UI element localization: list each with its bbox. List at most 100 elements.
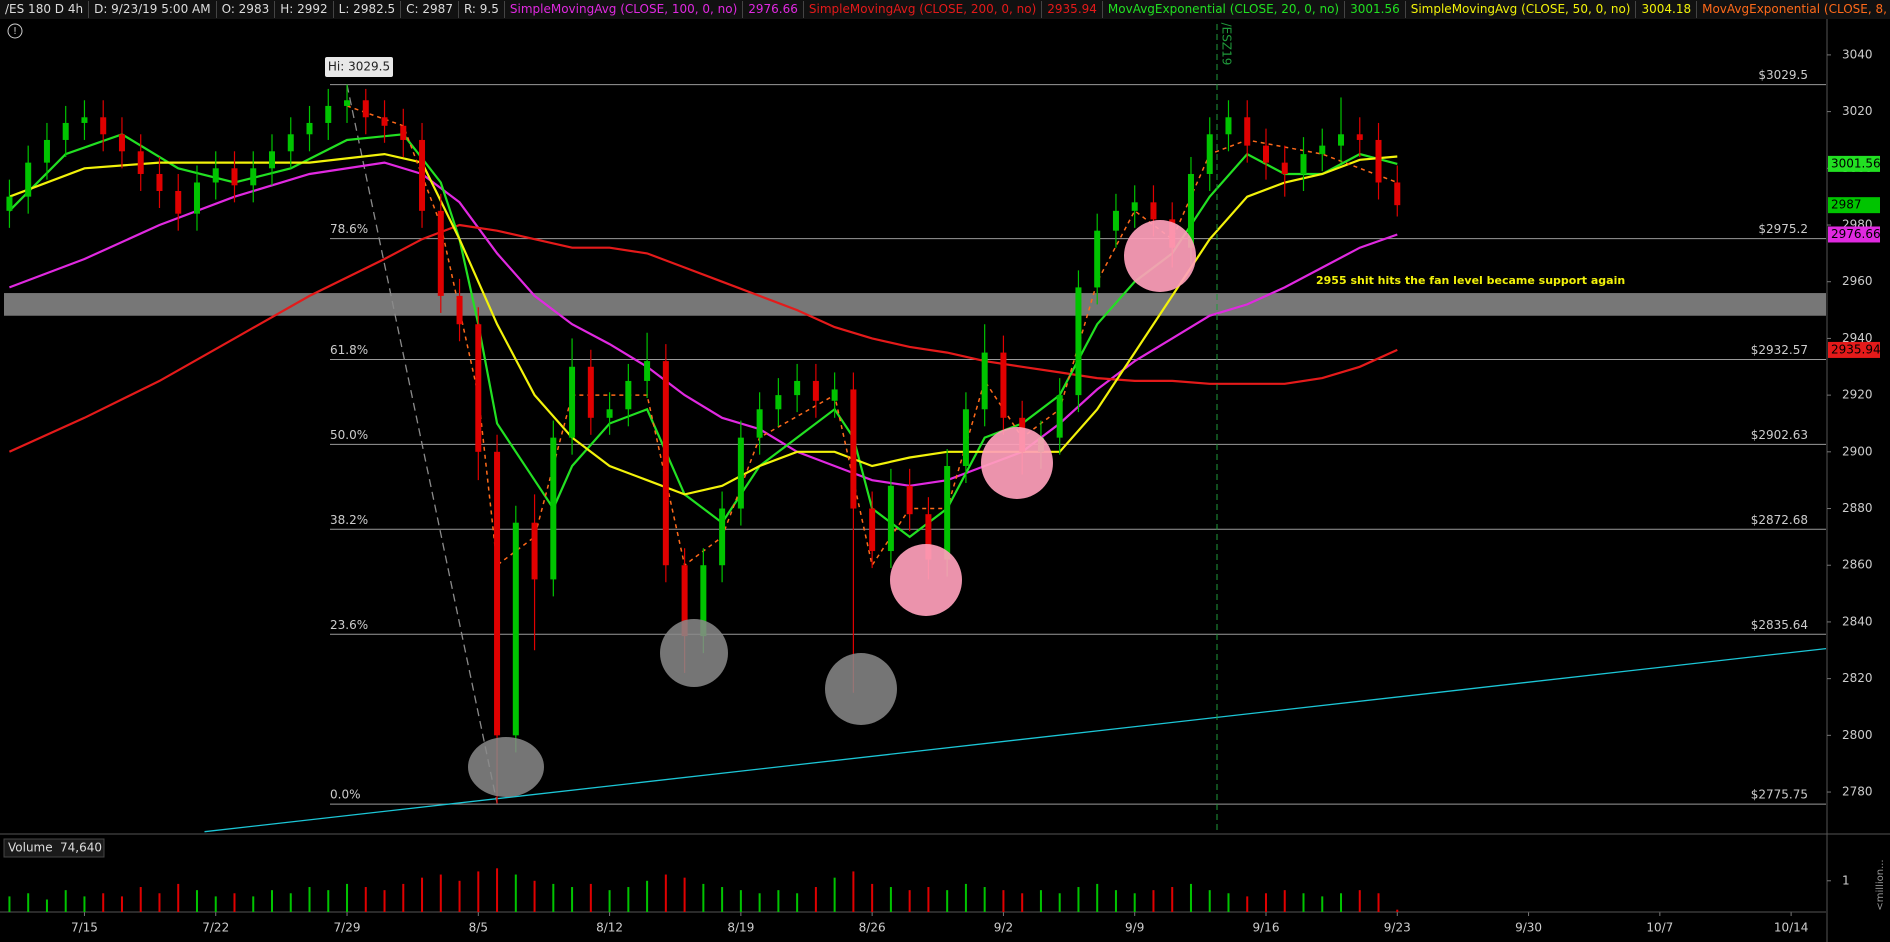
highlight-circle [890, 544, 962, 616]
volume-bar [1377, 893, 1380, 912]
candle-body [269, 151, 276, 169]
volume-bar [1058, 893, 1061, 912]
volume-bar [552, 883, 555, 912]
fib-pct: 38.2% [330, 513, 368, 527]
volume-bar [308, 887, 311, 912]
volume-bar [195, 890, 198, 912]
candle-body [625, 380, 632, 410]
candle-body [587, 366, 594, 418]
volume-bar [1002, 890, 1005, 912]
x-tick-label: 7/15 [71, 921, 98, 935]
candle-body [1300, 154, 1307, 174]
highlight-circle [825, 653, 897, 725]
study-name: SimpleMovingAvg (CLOSE, 50, 0, no) [1406, 1, 1637, 18]
volume-bar [964, 883, 967, 912]
volume-bar [1039, 890, 1042, 912]
candle-body [6, 196, 13, 211]
volume-bar [796, 893, 799, 912]
info-icon[interactable] [7, 23, 23, 39]
volume-bar [1264, 893, 1267, 912]
volume-bar [102, 893, 105, 912]
y-tick-label: 3020 [1842, 104, 1873, 118]
volume-bar [1077, 887, 1080, 912]
volume-bar [252, 896, 255, 912]
candle-body [193, 182, 200, 214]
chart: $3029.5 $2975.2 78.6% $2932.57 61.8% $2902.63… [0, 19, 1890, 942]
volume-bar [1096, 883, 1099, 912]
bar-open: O: 2983 [217, 1, 276, 18]
volume-bar [889, 887, 892, 912]
x-tick-label: 8/26 [859, 921, 886, 935]
volume-bar [1283, 890, 1286, 912]
highlight-circle [1124, 220, 1196, 292]
x-tick-label: 8/5 [469, 921, 488, 935]
x-tick-label: 8/12 [596, 921, 623, 935]
candle-body [681, 565, 688, 637]
bar-date: D: 9/23/19 5:00 AM [89, 1, 217, 18]
y-tick-label: 2780 [1842, 785, 1873, 799]
candle-body [306, 122, 313, 135]
study-value: 3004.18 [1636, 1, 1698, 18]
study-line [9, 152, 1398, 496]
fib-pct: 50.0% [330, 428, 368, 442]
x-tick-label: 9/16 [1253, 921, 1280, 935]
volume-bar [739, 890, 742, 912]
candle-body [344, 100, 351, 106]
volume-bar [983, 887, 986, 912]
volume-bar [27, 893, 30, 912]
volume-label-box [3, 838, 105, 858]
volume-bar [627, 887, 630, 912]
candle-body [362, 100, 369, 118]
x-tick-label: 10/7 [1646, 921, 1673, 935]
candle-body [719, 508, 726, 566]
candle-body [1356, 134, 1363, 140]
volume-bar [946, 890, 949, 912]
trendline [346, 84, 498, 804]
price-badge [1828, 341, 1880, 358]
price-badge [1828, 226, 1880, 243]
volume-bar [1189, 883, 1192, 912]
volume-bar [571, 887, 574, 912]
bar-low: L: 2982.5 [334, 1, 402, 18]
volume-bar [852, 871, 855, 912]
study-name: SimpleMovingAvg (CLOSE, 200, 0, no) [804, 1, 1043, 18]
expiry-label: /ESZ19 [1220, 23, 1234, 66]
y-tick-label: 2840 [1842, 614, 1873, 628]
volume-bar [1171, 887, 1174, 912]
candle-body [869, 508, 876, 552]
volume-bar [683, 877, 686, 912]
highlight-circle [468, 737, 544, 797]
volume-bar [289, 893, 292, 912]
candle-body [325, 105, 332, 123]
volume-bar [814, 887, 817, 912]
header-bar: /ES 180 D 4h D: 9/23/19 5:00 AM O: 2983 … [0, 0, 1890, 19]
hi-label: Hi: 3029.5 [328, 60, 390, 74]
bar-high: H: 2992 [275, 1, 334, 18]
candle-body [1150, 202, 1157, 220]
volume-bar [908, 890, 911, 912]
volume-bar [233, 893, 236, 912]
y-tick-label: 2860 [1842, 558, 1873, 572]
candle-body [1094, 230, 1101, 288]
candle-body [812, 380, 819, 401]
volume-bar [271, 890, 274, 912]
volume-bar [346, 883, 349, 912]
trendline [204, 647, 1827, 833]
support-zone [4, 293, 1826, 316]
volume-bar [758, 893, 761, 912]
volume-bar [496, 868, 499, 912]
volume-unit: <million... [1875, 859, 1886, 910]
fib-price: $2932.57 [1751, 343, 1808, 357]
candle-body [494, 451, 501, 736]
plot: $3029.5 $2975.2 78.6% $2932.57 61.8% $2902.63… [0, 19, 1890, 942]
candle-body [1225, 117, 1232, 135]
symbol[interactable]: /ES 180 D 4h [0, 1, 90, 18]
candle-body [1338, 134, 1345, 146]
candle-body [1131, 202, 1138, 211]
volume-bar [364, 887, 367, 912]
volume-bar [1396, 909, 1399, 912]
candle-body [569, 366, 576, 438]
candle-body [944, 465, 951, 560]
candle-body [1281, 162, 1288, 174]
